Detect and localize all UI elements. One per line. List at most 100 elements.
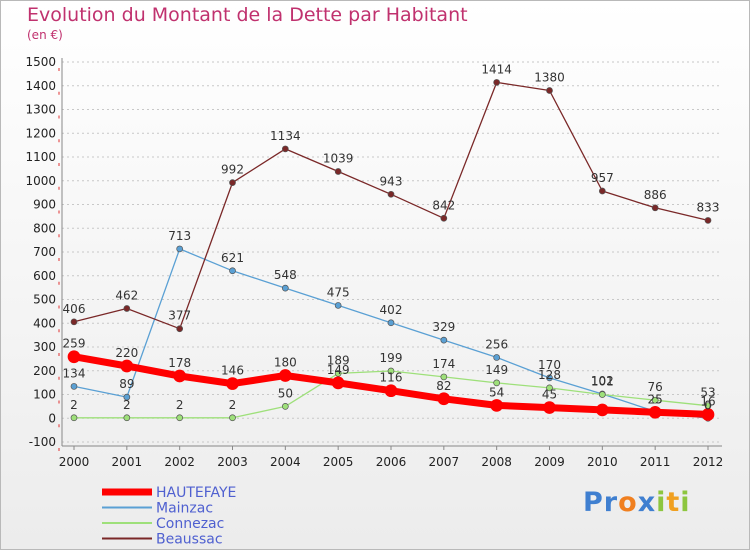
data-label: 82 [436,379,451,393]
data-point [648,405,662,419]
data-label: 833 [697,200,720,214]
data-label: 149 [485,363,508,377]
data-label: 406 [63,302,86,316]
data-point [120,359,134,373]
brand-logo-letter: P [583,487,604,518]
legend-label-connezac: Connezac [156,516,224,532]
data-point [651,396,659,404]
brand-logo-letter: i [680,487,691,518]
y-tick-label: -100 [29,435,56,449]
data-label: 475 [327,285,350,299]
data-point [701,408,715,421]
x-tick-label: 2000 [59,455,90,469]
data-point [334,302,342,309]
brand-logo-letter: i [656,487,667,518]
data-label: 402 [380,303,403,317]
data-label: 2 [123,398,131,412]
x-tick-label: 2005 [323,455,354,469]
data-point [173,369,187,383]
y-tick-label: 800 [33,221,56,235]
data-label: 0 [704,398,712,412]
data-point [331,376,345,390]
data-label: 2 [176,398,184,412]
x-tick-label: 2007 [429,455,460,469]
x-tick-label: 2003 [217,455,248,469]
x-tick-label: 2006 [376,455,407,469]
data-label: 50 [278,386,293,400]
y-tick-label: 600 [33,269,56,283]
brand-logo-letter: x [637,487,657,518]
data-label: 1039 [323,151,354,165]
data-label: 548 [274,268,297,282]
brand-logo-letter: t [666,487,681,518]
data-label: 220 [115,346,138,360]
data-point [437,392,451,406]
y-tick-label: 700 [33,245,56,259]
data-label: 713 [168,229,191,243]
data-label: 89 [119,377,134,391]
data-label: 101 [591,375,614,389]
x-tick-label: 2011 [640,455,671,469]
data-label: 174 [432,357,455,371]
legend-label-hautefaye: HAUTEFAYE [156,485,236,501]
chart-title: Evolution du Montant de la Dette par Hab… [27,4,468,26]
data-label: 2 [70,398,78,412]
series-line-beaussac [73,81,709,330]
data-point [546,87,553,94]
y-tick-label: 1000 [25,174,56,188]
chart-unit-label: (en €) [27,28,63,42]
data-label: 45 [542,388,557,402]
data-point [493,79,501,86]
data-point [546,384,553,392]
brand-logo-letter: r [603,487,619,518]
data-label: 943 [380,174,403,188]
data-point [229,179,236,186]
y-tick-label: 200 [33,364,56,378]
data-point [226,377,239,390]
data-point [70,383,78,390]
data-label: 76 [648,380,663,394]
data-label: 462 [115,289,138,303]
data-label: 992 [221,163,244,177]
data-point [598,391,606,398]
y-tick-label: 400 [33,316,56,330]
data-point [387,367,395,375]
y-tick-label: 900 [33,198,56,212]
data-point [493,354,501,361]
data-label: 329 [432,320,455,334]
data-label: 377 [168,309,191,323]
data-point [67,350,81,364]
y-tick-label: 1100 [25,150,56,164]
data-label: 102 [591,374,614,388]
data-point [70,318,78,326]
y-tick-label: 100 [33,388,56,402]
data-point [334,370,342,377]
data-point [440,336,448,344]
data-label: 199 [380,351,403,365]
x-tick-label: 2001 [112,455,143,469]
y-tick-label: 0 [48,411,56,425]
y-tick-label: 1500 [25,55,56,69]
data-point [387,319,395,327]
data-point [176,414,184,422]
data-point [546,374,553,382]
data-point [123,393,131,401]
legend-label-beaussac: Beaussac [156,532,223,548]
data-point [387,190,395,198]
data-label: 178 [168,356,191,370]
data-point [281,284,289,292]
data-point [176,245,184,253]
data-label: 957 [591,171,614,185]
data-label: 621 [221,251,244,265]
x-tick-label: 2012 [693,455,724,469]
brand-logo-letter: o [618,487,638,518]
data-point [384,384,398,398]
data-point [651,204,659,212]
x-tick-label: 2010 [587,455,618,469]
y-tick-label: 300 [33,340,56,354]
data-label: 1134 [270,129,301,143]
data-label: 149 [327,363,350,377]
data-point [123,414,131,422]
